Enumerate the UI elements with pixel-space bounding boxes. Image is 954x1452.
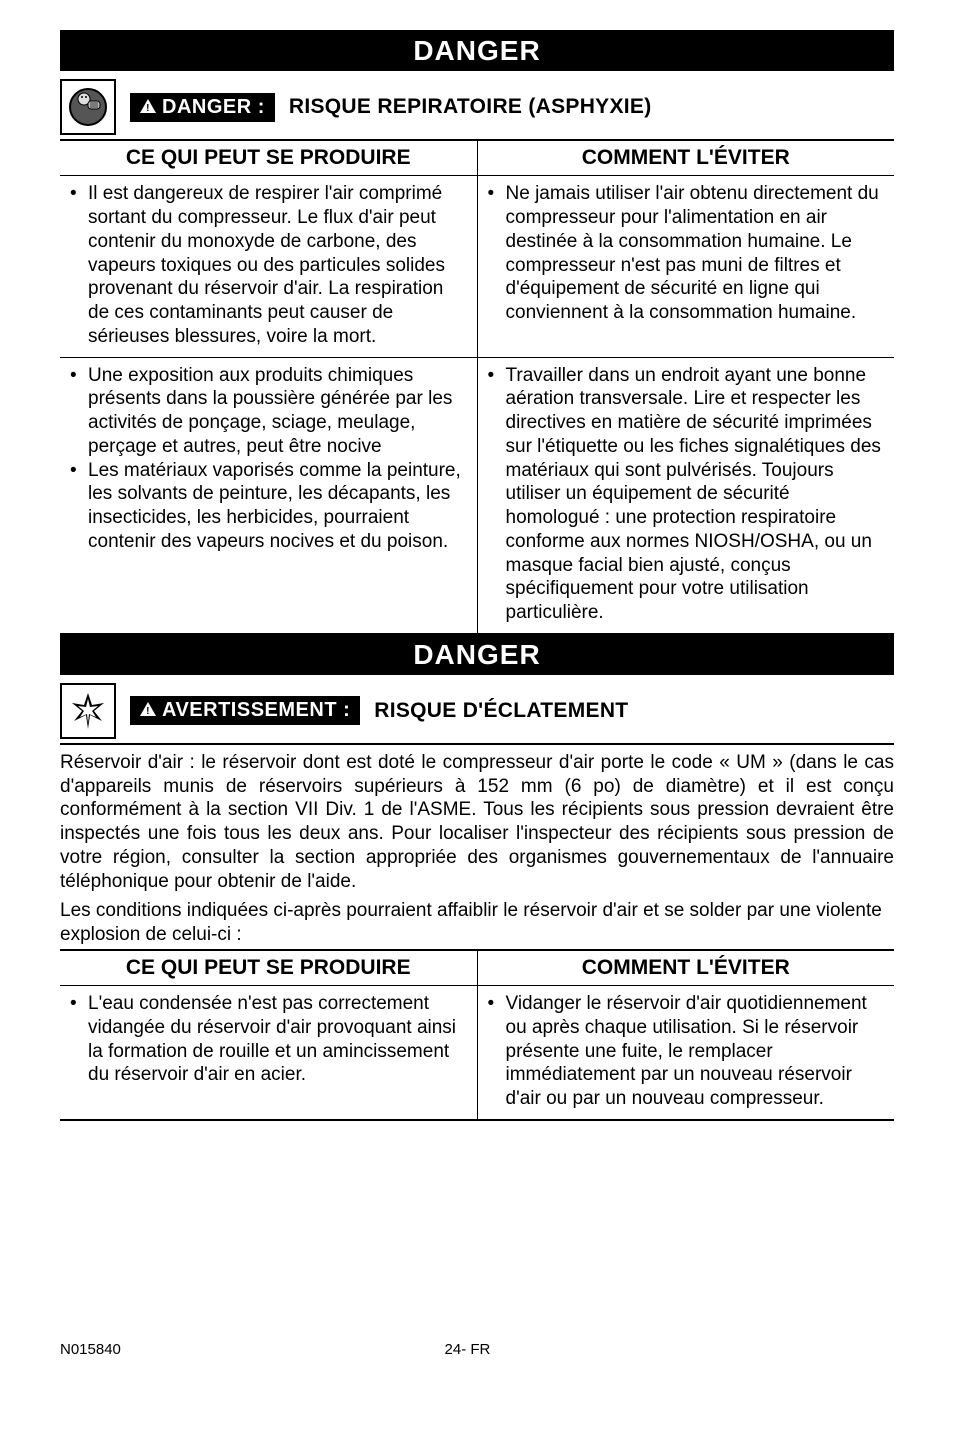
burst-hazard-icon	[60, 683, 116, 739]
avertissement-pill: ! AVERTISSEMENT :	[130, 696, 360, 725]
danger-banner-1: DANGER	[60, 30, 894, 71]
t2-r0-left: L'eau condensée n'est pas correctement v…	[60, 986, 477, 1120]
t1-head-left: CE QUI PEUT SE PRODUIRE	[60, 140, 477, 176]
danger-pill: ! DANGER :	[130, 93, 275, 122]
warning-triangle-icon: !	[140, 95, 156, 120]
t1-r0-left: Il est dangereux de respirer l'air compr…	[60, 176, 477, 357]
footer-page-number: 24- FR	[121, 1341, 814, 1360]
list-item: Vidanger le réservoir d'air quotidiennem…	[488, 992, 885, 1111]
section-title-asphyxie: RISQUE REPIRATOIRE (ASPHYXIE)	[289, 94, 652, 120]
list-item: Une exposition aux produits chimiques pr…	[70, 364, 467, 459]
pill-text: AVERTISSEMENT :	[162, 698, 350, 723]
list-item: Il est dangereux de respirer l'air compr…	[70, 182, 467, 348]
label-row-eclatement: ! AVERTISSEMENT : RISQUE D'ÉCLATEMENT	[60, 683, 894, 739]
svg-text:!: !	[146, 706, 150, 716]
hazard-table-2: CE QUI PEUT SE PRODUIRE COMMENT L'ÉVITER…	[60, 949, 894, 1121]
pill-text: DANGER :	[162, 95, 265, 120]
list-item: L'eau condensée n'est pas correctement v…	[70, 992, 467, 1087]
svg-text:!: !	[146, 103, 150, 113]
t1-r0-right: Ne jamais utiliser l'air obtenu directem…	[477, 176, 894, 357]
t1-r1-left: Une exposition aux produits chimiques pr…	[60, 357, 477, 633]
t1-r1-right: Travailler dans un endroit ayant une bon…	[477, 357, 894, 633]
hazard-table-1: CE QUI PEUT SE PRODUIRE COMMENT L'ÉVITER…	[60, 139, 894, 634]
paragraph-conditions: Les conditions indiquées ci-après pourra…	[60, 899, 894, 947]
section-title-eclatement: RISQUE D'ÉCLATEMENT	[374, 698, 628, 724]
paragraph-reservoir: Réservoir d'air : le réservoir dont est …	[60, 751, 894, 894]
respiratory-hazard-icon	[60, 79, 116, 135]
list-item: Travailler dans un endroit ayant une bon…	[488, 364, 885, 625]
list-item: Ne jamais utiliser l'air obtenu directem…	[488, 182, 885, 325]
warning-triangle-icon: !	[140, 698, 156, 723]
footer-doc-id: N015840	[60, 1341, 121, 1360]
list-item: Les matériaux vaporisés comme la peintur…	[70, 459, 467, 554]
t2-head-left: CE QUI PEUT SE PRODUIRE	[60, 950, 477, 986]
t1-head-right: COMMENT L'ÉVITER	[477, 140, 894, 176]
t2-head-right: COMMENT L'ÉVITER	[477, 950, 894, 986]
page-footer: N015840 24- FR	[60, 1341, 894, 1360]
danger-banner-2: DANGER	[60, 634, 894, 675]
t2-r0-right: Vidanger le réservoir d'air quotidiennem…	[477, 986, 894, 1120]
label-row-asphyxie: ! DANGER : RISQUE REPIRATOIRE (ASPHYXIE)	[60, 79, 894, 135]
